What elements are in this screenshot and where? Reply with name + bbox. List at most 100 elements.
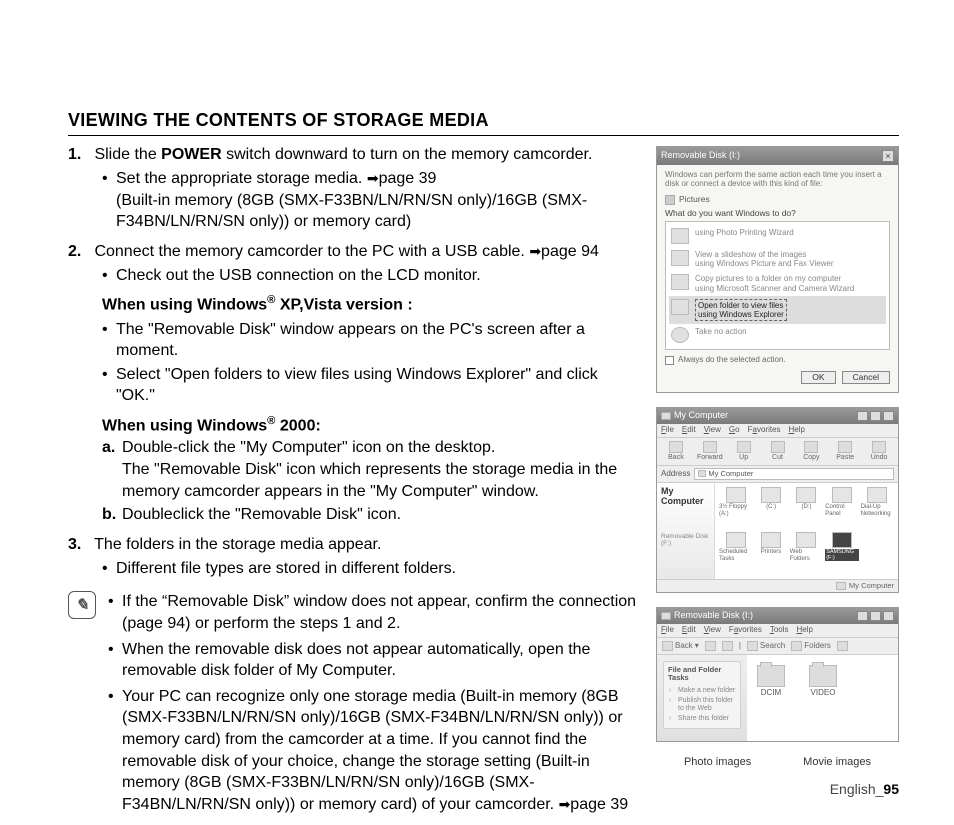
search-icon <box>747 641 758 651</box>
cancel-button[interactable]: Cancel <box>842 371 890 384</box>
menu-go[interactable]: Go <box>729 425 740 434</box>
option-copy-pictures[interactable]: Copy pictures to a folder on my computer… <box>669 271 886 295</box>
note-1: If the “Removable Disk” window does not … <box>108 591 638 634</box>
tb-forward[interactable]: Forward <box>695 441 725 462</box>
tb-back[interactable]: Back ▾ <box>662 641 699 651</box>
option-slideshow[interactable]: View a slideshow of the images using Win… <box>669 247 886 271</box>
close-icon[interactable]: × <box>882 150 894 162</box>
step-3-number: 3. <box>68 536 90 554</box>
maximize-icon[interactable] <box>870 411 881 421</box>
disk-icon <box>761 487 781 503</box>
step-2-text: Connect the memory camcorder to the PC w… <box>94 243 598 260</box>
rd-menubar: File Edit View Favorites Tools Help <box>657 624 898 638</box>
paste-icon <box>838 441 852 453</box>
copy-icon <box>804 441 818 453</box>
note-3a: Your PC can recognize only one storage m… <box>122 688 623 813</box>
task-publish[interactable]: Publish this folder to the Web <box>668 696 736 714</box>
task-new-folder[interactable]: Make a new folder <box>668 686 736 696</box>
menu-view[interactable]: View <box>704 625 721 634</box>
mc-title: My Computer <box>674 410 728 420</box>
menu-file[interactable]: File <box>661 625 674 634</box>
task-share[interactable]: Share this folder <box>668 714 736 724</box>
scheduled-tasks[interactable]: Scheduled Tasks <box>719 532 752 575</box>
close-icon[interactable] <box>883 611 894 621</box>
tb-back[interactable]: Back <box>661 441 691 462</box>
mc-statusbar: My Computer <box>657 579 898 592</box>
status-text: My Computer <box>849 582 894 590</box>
folder-icon <box>671 299 689 315</box>
minimize-icon[interactable] <box>857 611 868 621</box>
menu-help[interactable]: Help <box>797 625 813 634</box>
page-footer: English_95 <box>830 781 899 797</box>
menu-view[interactable]: View <box>704 425 721 434</box>
folder-dcim[interactable]: DCIM <box>757 665 785 698</box>
control-panel[interactable]: Control Panel <box>825 487 858 530</box>
step-3-bullet-1: Different file types are stored in diffe… <box>102 558 638 580</box>
screenshots-column: Removable Disk (I:) × Windows can perfor… <box>656 146 899 819</box>
video-label: VIDEO <box>811 689 836 698</box>
tb-undo-label: Undo <box>871 454 888 462</box>
back-icon <box>662 641 673 651</box>
always-checkbox-row[interactable]: Always do the selected action. <box>665 356 890 365</box>
tb-up[interactable]: Up <box>729 441 759 462</box>
close-icon[interactable] <box>883 411 894 421</box>
up-icon[interactable] <box>722 641 733 651</box>
menu-favorites[interactable]: Favorites <box>748 425 781 434</box>
footer-lang: English_ <box>830 781 884 797</box>
tb-paste[interactable]: Paste <box>830 441 860 462</box>
note-2: When the removable disk does not appear … <box>108 639 638 682</box>
caption-photo: Photo images <box>684 756 751 768</box>
folder-icon <box>757 665 785 687</box>
back-label: Back <box>675 642 693 651</box>
removable-disk-icon <box>832 532 852 548</box>
folder-icon <box>809 665 837 687</box>
checkbox-icon[interactable] <box>665 356 674 365</box>
d9-label: SAMSUNG (F:) <box>825 549 858 561</box>
tasks-icon <box>726 532 746 548</box>
tb-up-label: Up <box>739 454 748 462</box>
option-no-action[interactable]: Take no action <box>669 324 886 346</box>
drive-c[interactable]: (C:) <box>754 487 787 530</box>
disk-icon <box>661 612 671 620</box>
option-open-folder[interactable]: Open folder to view files using Windows … <box>669 296 886 324</box>
drive-floppy[interactable]: 3½ Floppy (A:) <box>719 487 752 530</box>
removable-disk-window: Removable Disk (I:) File Edit View Favorite… <box>656 607 899 742</box>
dialup-networking[interactable]: Dial-Up Networking <box>861 487 894 530</box>
rd-folder-area: DCIM VIDEO <box>747 655 898 741</box>
menu-file[interactable]: File <box>661 425 674 434</box>
step-3-text: The folders in the storage media appear. <box>94 536 381 553</box>
views-icon[interactable] <box>837 641 848 651</box>
folder-video[interactable]: VIDEO <box>809 665 837 698</box>
drive-d[interactable]: (D:) <box>790 487 823 530</box>
printers[interactable]: Printers <box>754 532 787 575</box>
drive-samsung[interactable]: SAMSUNG (F:) <box>825 532 858 575</box>
d6-label: Scheduled Tasks <box>719 549 752 562</box>
forward-icon[interactable] <box>705 641 716 651</box>
mc-address-bar: Address My Computer <box>657 466 898 483</box>
rd-titlebar: Removable Disk (I:) <box>657 608 898 624</box>
step-2-bullet-1: Check out the USB connection on the LCD … <box>102 265 638 287</box>
dcim-label: DCIM <box>761 689 781 698</box>
step2-b: page 94 <box>541 243 599 260</box>
tb-search[interactable]: Search <box>747 641 785 651</box>
tb-folders[interactable]: Folders <box>791 641 831 651</box>
arrow-icon: ➡ <box>559 796 571 812</box>
tb-copy[interactable]: Copy <box>796 441 826 462</box>
menu-help[interactable]: Help <box>789 425 805 434</box>
tb-undo[interactable]: Undo <box>864 441 894 462</box>
web-folders[interactable]: Web Folders <box>790 532 823 575</box>
folders-icon <box>791 641 802 651</box>
scanner-icon <box>671 274 689 290</box>
tb-cut[interactable]: Cut <box>763 441 793 462</box>
option-printing-wizard[interactable]: using Photo Printing Wizard <box>669 225 886 247</box>
maximize-icon[interactable] <box>870 611 881 621</box>
menu-edit[interactable]: Edit <box>682 625 696 634</box>
mc-left-sub: Removable Disk (F:) <box>661 533 710 547</box>
cut-icon <box>771 441 785 453</box>
address-input[interactable]: My Computer <box>694 468 894 480</box>
minimize-icon[interactable] <box>857 411 868 421</box>
menu-tools[interactable]: Tools <box>770 625 789 634</box>
ok-button[interactable]: OK <box>801 371 835 384</box>
menu-edit[interactable]: Edit <box>682 425 696 434</box>
menu-favorites[interactable]: Favorites <box>729 625 762 634</box>
